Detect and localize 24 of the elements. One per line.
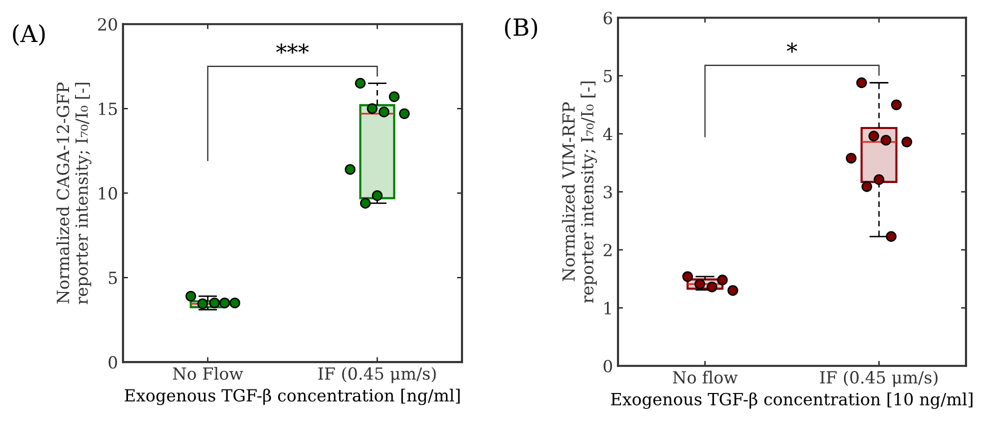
x-tick-label: IF (0.45 μm/s) (318, 366, 436, 384)
x-tick-label: IF (0.45 μm/s) (820, 370, 938, 387)
x-axis-title: Exogenous TGF-β concentration [ng/ml] (124, 388, 460, 406)
y-axis-title: Normalized CAGA-12-GFP reporter intensity; I₇₀/I₀ [-] (56, 82, 92, 304)
y-tick-label: 1 (604, 302, 611, 314)
y-tick-label: 20 (98, 18, 118, 31)
y-tick-label: 0 (108, 356, 118, 369)
y-tick-label: 15 (98, 102, 117, 116)
chart-title: (A) (12, 24, 45, 46)
y-axis-title: Normalized VIM-RFP reporter intensity; I₇₀/I₀ [-] (562, 82, 597, 303)
x-tick-label: No Flow (173, 366, 244, 380)
y-tick-label: 4 (603, 128, 612, 140)
y-tick-label: 5 (108, 272, 117, 284)
y-tick-label: 2 (604, 244, 612, 256)
annotation: * (786, 42, 798, 53)
x-axis-title: Exogenous TGF-β concentration [10 ng/ml] (611, 392, 972, 409)
y-tick-label: 5 (604, 70, 612, 82)
y-tick-label: 3 (604, 186, 612, 198)
y-tick-label: 10 (98, 187, 118, 200)
chart-title: (B) (505, 18, 538, 40)
y-tick-label: 6 (604, 12, 612, 24)
x-tick-label: No flow (672, 370, 738, 384)
y-tick-label: 0 (604, 360, 612, 372)
annotation: *** (276, 44, 309, 54)
